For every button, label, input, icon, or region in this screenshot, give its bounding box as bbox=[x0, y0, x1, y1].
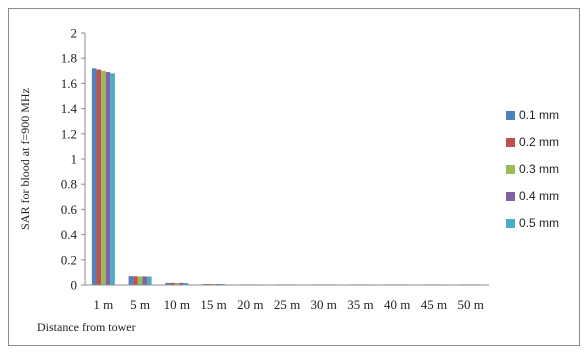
bar bbox=[137, 276, 143, 285]
bar bbox=[174, 282, 180, 285]
bar bbox=[211, 283, 216, 285]
bar bbox=[165, 282, 170, 285]
legend-swatch bbox=[506, 219, 515, 228]
bar bbox=[91, 68, 97, 285]
y-tick-label: 0.6 bbox=[61, 202, 78, 217]
x-tick-label: 25 m bbox=[274, 297, 300, 312]
bars bbox=[91, 68, 483, 285]
legend: 0.1 mm 0.2 mm 0.3 mm 0.4 mm 0.5 mm bbox=[506, 108, 559, 230]
y-tick-label: 0 bbox=[71, 278, 78, 293]
legend-label: 0.5 mm bbox=[519, 216, 559, 230]
x-tick-label: 50 m bbox=[457, 297, 483, 312]
bar bbox=[169, 282, 175, 285]
bar bbox=[179, 282, 184, 285]
x-tick-label: 10 m bbox=[164, 297, 190, 312]
bar bbox=[202, 283, 207, 285]
bar bbox=[183, 282, 189, 285]
chart-frame: 0 0.2 0.4 0.6 0.8 1 1.2 1.4 1.6 1.8 2 1 m 5 m 10 m 15… bbox=[8, 8, 580, 346]
legend-swatch bbox=[506, 192, 515, 201]
x-tick-label: 5 m bbox=[130, 297, 150, 312]
chart-svg: 0 0.2 0.4 0.6 0.8 1 1.2 1.4 1.6 1.8 2 1 m 5 m 10 m 15… bbox=[18, 26, 559, 335]
bar bbox=[110, 73, 115, 285]
y-tick-label: 1.6 bbox=[61, 76, 78, 91]
y-tick-label: 0.8 bbox=[61, 177, 77, 192]
x-tick-label: 1 m bbox=[93, 297, 113, 312]
bar bbox=[105, 72, 111, 285]
bar bbox=[96, 69, 102, 285]
legend-label: 0.4 mm bbox=[519, 189, 559, 203]
legend-swatch bbox=[506, 111, 515, 120]
y-axis-ticks: 0 0.2 0.4 0.6 0.8 1 1.2 1.4 1.6 1.8 2 bbox=[61, 26, 85, 293]
bar bbox=[128, 276, 134, 285]
legend-swatch bbox=[506, 138, 515, 147]
bar bbox=[215, 283, 221, 285]
x-tick-label: 35 m bbox=[347, 297, 373, 312]
legend-label: 0.1 mm bbox=[519, 108, 559, 122]
bar bbox=[146, 276, 152, 285]
y-tick-label: 1 bbox=[71, 152, 78, 167]
y-tick-label: 1.4 bbox=[61, 101, 78, 116]
bar bbox=[220, 283, 226, 285]
y-tick-label: 0.2 bbox=[61, 252, 77, 267]
y-tick-label: 0.4 bbox=[61, 227, 78, 242]
x-tick-label: 15 m bbox=[200, 297, 226, 312]
y-tick-label: 1.8 bbox=[61, 51, 77, 66]
y-axis-title: SAR for blood at f=900 MHz bbox=[18, 88, 32, 230]
x-tick-label: 45 m bbox=[421, 297, 447, 312]
bar bbox=[142, 276, 147, 285]
x-tick-label: 30 m bbox=[311, 297, 337, 312]
bar bbox=[101, 70, 106, 285]
bar bbox=[133, 276, 138, 285]
bar bbox=[206, 283, 212, 285]
y-tick-label: 2 bbox=[71, 26, 78, 41]
x-axis-ticks: 1 m 5 m 10 m 15 m 20 m 25 m 30 m 35 m 40 m 45 m 50… bbox=[93, 297, 483, 312]
legend-label: 0.3 mm bbox=[519, 162, 559, 176]
x-axis-title: Distance from tower bbox=[37, 320, 136, 334]
x-tick-label: 40 m bbox=[384, 297, 410, 312]
x-tick-label: 20 m bbox=[237, 297, 263, 312]
legend-label: 0.2 mm bbox=[519, 135, 559, 149]
y-tick-label: 1.2 bbox=[61, 126, 77, 141]
legend-swatch bbox=[506, 165, 515, 174]
